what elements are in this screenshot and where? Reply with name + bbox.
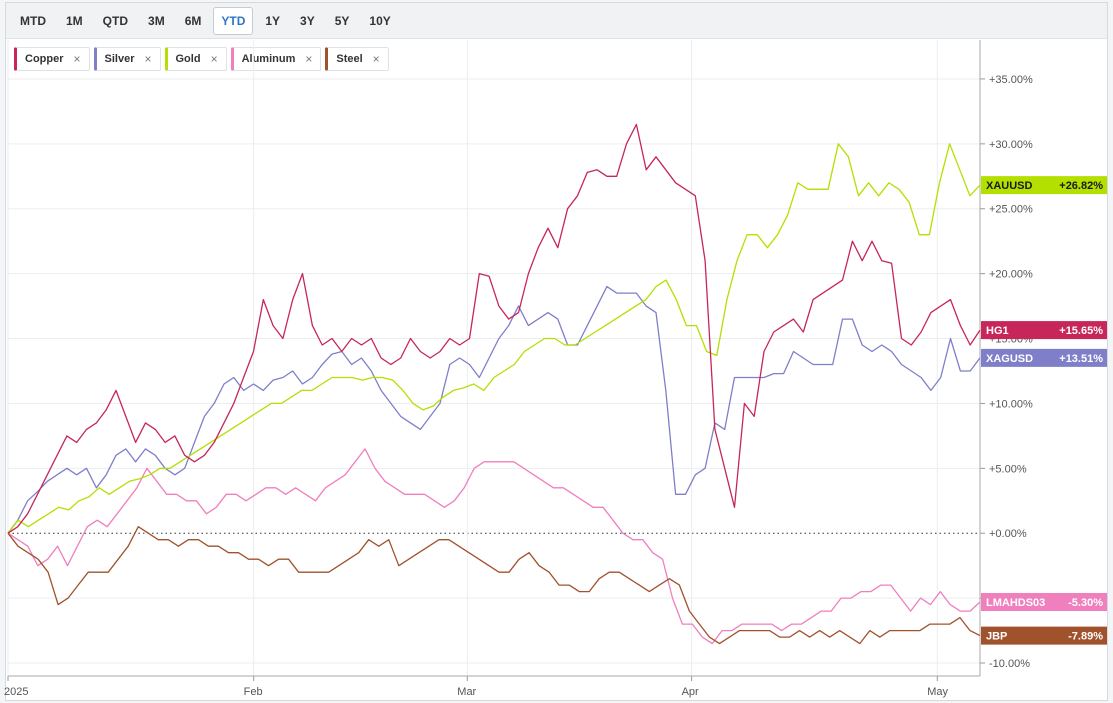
badge-copper — [981, 321, 1107, 340]
range-button-5y[interactable]: 5Y — [334, 13, 350, 28]
range-button-ytd[interactable]: YTD — [213, 6, 254, 35]
legend-item-aluminum[interactable]: Aluminum × — [230, 47, 322, 71]
series-line-copper — [7, 123, 981, 534]
y-tick-label: +30.00% — [989, 139, 1033, 151]
range-button-1y[interactable]: 1Y — [265, 13, 281, 28]
badge-value: -7.89% — [1068, 631, 1103, 643]
badge-value: +13.51% — [1059, 353, 1103, 365]
x-tick-label: Feb — [244, 686, 263, 698]
legend-label: Silver — [104, 53, 135, 65]
legend-label: Copper — [25, 53, 64, 65]
close-icon[interactable]: × — [144, 52, 152, 66]
close-icon[interactable]: × — [73, 52, 81, 66]
range-button-10y[interactable]: 10Y — [369, 13, 391, 28]
legend-item-silver[interactable]: Silver × — [93, 47, 161, 71]
badge-silver — [981, 348, 1107, 367]
chart-frame: MTD 1M QTD 3M 6M YTD 1Y 3Y 5Y 10Y Copper × Silver × G… — [5, 2, 1108, 701]
badge-symbol: JBP — [986, 631, 1007, 643]
x-tick-label: Apr — [682, 686, 699, 698]
legend-item-copper[interactable]: Copper × — [14, 47, 90, 71]
close-icon[interactable]: × — [372, 52, 380, 66]
series-line-silver — [7, 285, 981, 534]
y-tick-label: -10.00% — [989, 658, 1030, 670]
close-icon[interactable]: × — [305, 52, 313, 66]
series-line-steel — [7, 526, 981, 645]
y-tick-label: +5.00% — [989, 463, 1027, 475]
close-icon[interactable]: × — [210, 52, 218, 66]
x-tick-label: May — [927, 686, 948, 698]
x-tick-label: 2025 — [4, 686, 28, 698]
range-button-3y[interactable]: 3Y — [300, 13, 315, 28]
badge-value: +26.82% — [1059, 180, 1103, 192]
range-button-mtd[interactable]: MTD — [20, 13, 46, 28]
y-tick-label: +10.00% — [989, 398, 1033, 410]
legend-item-gold[interactable]: Gold × — [164, 47, 227, 71]
range-button-qtd[interactable]: QTD — [102, 13, 129, 28]
range-toolbar: MTD 1M QTD 3M 6M YTD 1Y 3Y 5Y 10Y — [6, 3, 1107, 39]
badge-value: -5.30% — [1068, 597, 1103, 609]
series-line-aluminum — [7, 448, 981, 645]
legend-label: Gold — [175, 53, 201, 65]
y-tick-label: +20.00% — [989, 269, 1033, 281]
range-button-6m[interactable]: 6M — [184, 13, 202, 28]
x-tick-label: Mar — [457, 686, 476, 698]
badge-value: +15.65% — [1059, 325, 1103, 337]
badge-symbol: XAGUSD — [986, 353, 1033, 365]
badge-symbol: XAUUSD — [986, 180, 1033, 192]
badge-steel — [981, 626, 1107, 645]
y-tick-label: +25.00% — [989, 204, 1033, 216]
legend-label: Steel — [336, 53, 363, 65]
badge-symbol: LMAHDS03 — [986, 597, 1045, 609]
legend-label: Aluminum — [241, 53, 296, 65]
range-button-1m[interactable]: 1M — [66, 13, 83, 28]
badge-symbol: HG1 — [986, 325, 1009, 337]
y-tick-label: +35.00% — [989, 74, 1033, 86]
series-line-gold — [7, 143, 981, 534]
legend-item-steel[interactable]: Steel × — [325, 47, 389, 71]
range-button-3m[interactable]: 3M — [148, 13, 165, 28]
legend: Copper × Silver × Gold × Aluminum × Steel × — [14, 47, 389, 71]
y-tick-label: +0.00% — [989, 528, 1027, 540]
badge-aluminum — [981, 593, 1107, 612]
badge-gold — [981, 176, 1107, 195]
